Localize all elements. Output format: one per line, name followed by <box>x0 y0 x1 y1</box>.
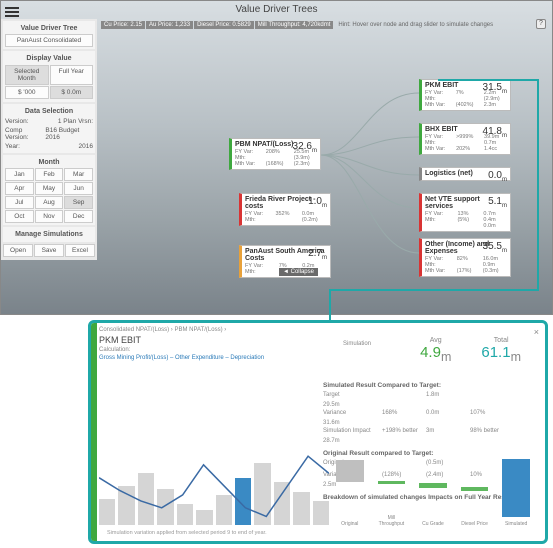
footnote: Simulation variation applied from select… <box>107 530 267 536</box>
tree-canvas: PBM NPAT/(Loss)32.6mFY Var:208%25.5mMth:… <box>99 33 550 312</box>
page-title: Value Driver Trees <box>1 4 552 15</box>
node-pbm[interactable]: PBM NPAT/(Loss)32.6mFY Var:208%25.5mMth:… <box>229 138 321 170</box>
node-bhx[interactable]: BHX EBIT41.8mFY Var:>999%39.9mMth:0.7mMt… <box>419 123 511 155</box>
node-vte[interactable]: Net VTE support services5.1mFY Var:13%0.… <box>419 193 511 232</box>
line-overlay <box>99 439 329 525</box>
avg-label: Avg <box>420 337 451 344</box>
month-nov[interactable]: Nov <box>35 210 64 223</box>
info-bar: Cu Price: 2.15Au Price: 1,233Diesel Pric… <box>101 19 548 31</box>
sidebar: Value Driver Tree PanAust Consolidated D… <box>1 19 97 260</box>
month-oct[interactable]: Oct <box>5 210 34 223</box>
month-may[interactable]: May <box>35 182 64 195</box>
full-year-btn[interactable]: Full Year <box>50 65 94 85</box>
hint-text: Hint: Hover over node and drag slider to… <box>338 22 493 28</box>
data-sel-title: Data Selection <box>5 106 93 117</box>
month-dec[interactable]: Dec <box>64 210 93 223</box>
zero-btn[interactable]: $ 0.0m <box>50 86 94 99</box>
avg-value: 4.9m <box>420 344 451 364</box>
detail-panel: × Consolidated NPAT/(Loss) › PBM NPAT/(L… <box>88 320 548 544</box>
app-window: Value Driver Trees Cu Price: 2.15Au Pric… <box>0 0 553 315</box>
month-apr[interactable]: Apr <box>5 182 34 195</box>
month-sep[interactable]: Sep <box>64 196 93 209</box>
data-row: Year:2016 <box>5 142 93 151</box>
month-jan[interactable]: Jan <box>5 168 34 181</box>
month-feb[interactable]: Feb <box>35 168 64 181</box>
month-jul[interactable]: Jul <box>5 196 34 209</box>
table-row: Target1.8m29.5m <box>323 391 533 409</box>
tree-title: Value Driver Tree <box>5 23 93 34</box>
sim-values: Avg4.9m Total61.1m <box>420 337 521 364</box>
manage-title: Manage Simulations <box>5 229 93 240</box>
node-frieda[interactable]: Frieda River Project - costs1.0mFY Var:3… <box>239 193 331 226</box>
collapse-btn[interactable]: ◄ Collapse <box>279 268 318 276</box>
breadcrumb[interactable]: Consolidated NPAT/(Loss) › PBM NPAT/(Los… <box>99 327 541 333</box>
waterfall-chart: OriginalMill ThroughputCu GradeDiesel Pr… <box>333 447 533 517</box>
data-row: Version:1 Plan Vrsn: <box>5 117 93 126</box>
info-tag: Mill Throughput: 4,720kdmt <box>255 21 334 29</box>
table-row: Variance168%0.0m107%31.6m <box>323 409 533 427</box>
total-label: Total <box>481 337 521 344</box>
excel-button[interactable]: Excel <box>65 244 95 257</box>
node-pkm[interactable]: PKM EBIT31.5mFY Var:7%2.2mMth:(2.9m)Mth … <box>419 79 511 111</box>
table-row: Simulation Impact+198% better3m98% bette… <box>323 427 533 445</box>
consolidated-btn[interactable]: PanAust Consolidated <box>5 34 93 47</box>
help-icon[interactable]: ? <box>536 19 546 29</box>
node-oth[interactable]: Other (Income) and Expenses35.5mFY Var:8… <box>419 238 511 277</box>
status-edge <box>91 323 97 541</box>
month-mar[interactable]: Mar <box>64 168 93 181</box>
month-jun[interactable]: Jun <box>64 182 93 195</box>
sec1-title: Simulated Result Compared to Target: <box>323 382 533 389</box>
info-tag: Cu Price: 2.15 <box>101 21 145 29</box>
node-log[interactable]: Logistics (net)0.0m <box>419 167 511 181</box>
sim-label: Simulation <box>343 341 371 347</box>
bar-line-chart <box>99 439 329 525</box>
month-title: Month <box>5 157 93 168</box>
thou-btn[interactable]: $ '000 <box>5 86 49 99</box>
total-value: 61.1m <box>481 344 521 364</box>
info-tag: Diesel Price: 0.5829 <box>194 21 254 29</box>
info-tag: Au Price: 1,233 <box>146 21 193 29</box>
save-button[interactable]: Save <box>34 244 64 257</box>
selected-month-btn[interactable]: Selected Month <box>5 65 49 85</box>
display-value-title: Display Value <box>5 53 93 64</box>
open-button[interactable]: Open <box>3 244 33 257</box>
data-row: Comp Version:B16 Budget 2016 <box>5 126 93 142</box>
month-aug[interactable]: Aug <box>35 196 64 209</box>
